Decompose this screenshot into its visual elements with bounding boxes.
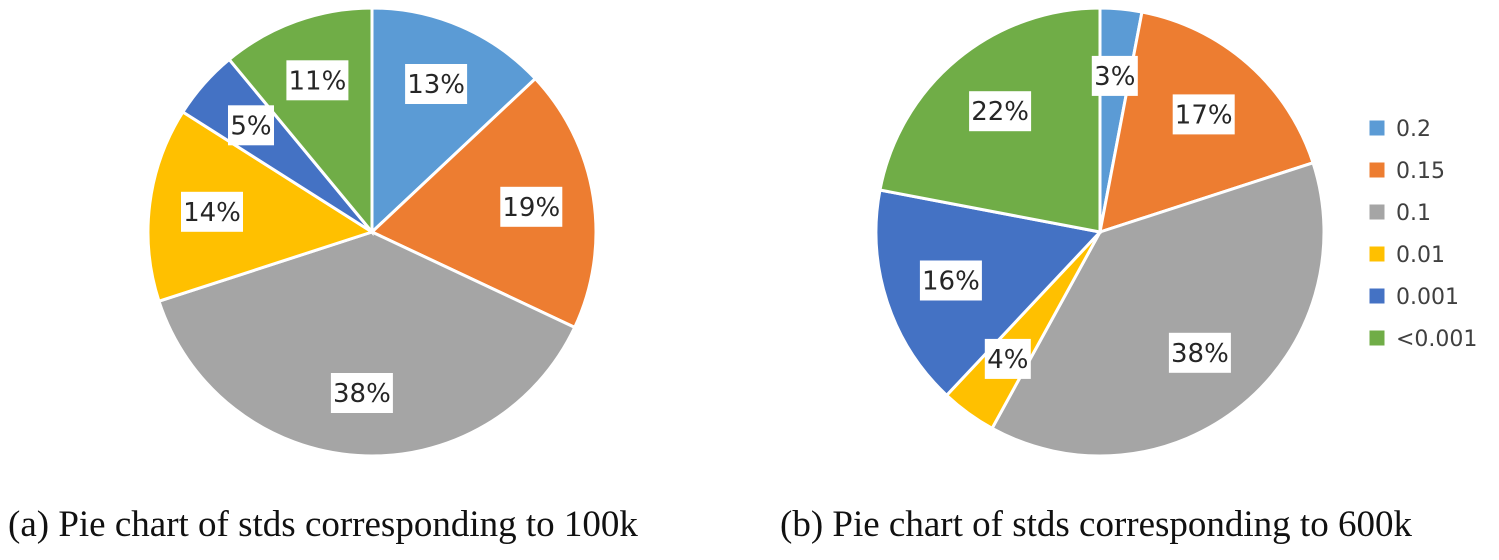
- data-label-box: [984, 338, 1031, 379]
- data-label-0-01: 4%: [984, 338, 1031, 379]
- data-label-0-01: 14%: [181, 191, 243, 232]
- legend: 0.2 0.15 0.1 0.01 0.001 <0.001: [1368, 117, 1477, 352]
- legend-label: 0.15: [1396, 159, 1445, 184]
- legend-swatch: [1368, 161, 1386, 179]
- slice-0-001: [874, 188, 1103, 398]
- data-label-text: 17%: [1175, 100, 1233, 130]
- data-label-box: [1168, 332, 1231, 373]
- legend-label: 0.001: [1396, 285, 1459, 310]
- legend-item-lt-0-001: <0.001: [1368, 327, 1477, 352]
- data-label-text: 22%: [971, 97, 1029, 127]
- data-label-box: [1091, 55, 1138, 96]
- data-label-text: 11%: [289, 66, 347, 96]
- data-label-0-1: 38%: [1168, 332, 1231, 373]
- data-label-0-15: 17%: [1172, 94, 1235, 135]
- legend-item-0-2: 0.2: [1368, 117, 1431, 142]
- data-label-text: 14%: [183, 198, 241, 228]
- caption-a: (a) Pie chart of stds corresponding to 1…: [8, 504, 638, 545]
- legend-item-0-01: 0.01: [1368, 243, 1445, 268]
- data-label-text: 38%: [1171, 339, 1229, 369]
- data-label-text: 16%: [922, 267, 980, 297]
- slice-0-1: [990, 160, 1326, 458]
- legend-label: 0.01: [1396, 243, 1445, 268]
- legend-label: 0.2: [1396, 117, 1431, 142]
- data-label-text: 4%: [987, 345, 1028, 375]
- data-label-box: [405, 64, 468, 104]
- data-label-box: [228, 105, 274, 146]
- pie-chart-a: 13% 19% 38% 14% 5% 11%: [146, 6, 598, 458]
- data-label-box: [330, 373, 393, 413]
- slice-0-1: [157, 230, 577, 458]
- legend-item-0-15: 0.15: [1368, 159, 1445, 184]
- slice-0-01: [146, 109, 376, 304]
- data-label-box: [286, 60, 349, 101]
- data-label-box: [181, 191, 243, 232]
- data-label-box: [1172, 94, 1235, 135]
- data-label-lt-0-001: 22%: [969, 91, 1032, 132]
- data-label-text: 38%: [333, 379, 391, 409]
- data-label-text: 3%: [1094, 62, 1135, 92]
- legend-swatch: [1368, 203, 1386, 221]
- pie-chart-b: 3% 17% 38% 4% 16% 22%: [874, 6, 1326, 458]
- legend-label: 0.1: [1396, 201, 1431, 226]
- data-label-text: 19%: [502, 193, 560, 223]
- data-label-0-2: 13%: [405, 64, 468, 104]
- data-label-text: 5%: [230, 111, 271, 141]
- data-label-box: [919, 260, 982, 301]
- data-label-0-1: 38%: [330, 373, 393, 413]
- caption-b: (b) Pie chart of stds corresponding to 6…: [780, 504, 1412, 545]
- legend-swatch: [1368, 329, 1386, 347]
- data-label-0-15: 19%: [500, 186, 563, 227]
- legend-item-0-001: 0.001: [1368, 285, 1459, 310]
- legend-swatch: [1368, 287, 1386, 305]
- data-label-text: 13%: [407, 70, 465, 100]
- data-label-lt-0-001: 11%: [286, 60, 349, 101]
- legend-item-0-1: 0.1: [1368, 201, 1431, 226]
- data-label-0-001: 5%: [228, 105, 274, 146]
- legend-swatch: [1368, 119, 1386, 137]
- legend-swatch: [1368, 245, 1386, 263]
- legend-label: <0.001: [1396, 327, 1477, 352]
- data-label-box: [969, 91, 1032, 132]
- slice-0-15: [369, 76, 598, 330]
- data-label-0-001: 16%: [919, 260, 982, 301]
- data-label-0-2: 3%: [1091, 55, 1138, 96]
- data-label-box: [500, 186, 563, 227]
